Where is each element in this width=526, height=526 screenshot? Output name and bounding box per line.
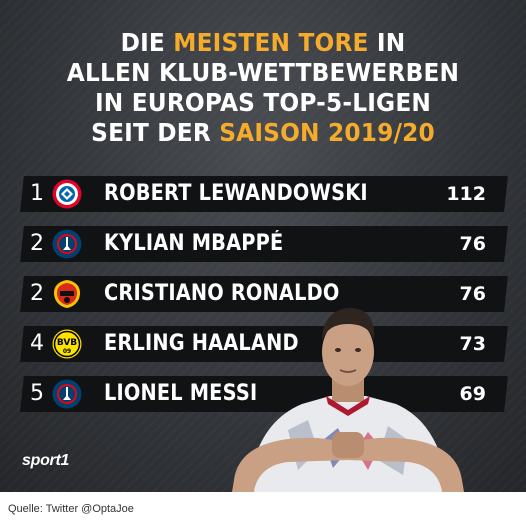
bayern-munich-crest-icon [52,179,82,209]
goal-count: 112 [446,183,486,205]
goal-count: 76 [459,233,486,255]
infographic-card: DIE MEISTEN TORE IN ALLEN KLUB-WETTBEWER… [0,0,526,492]
bvb-dortmund-crest-icon: BVB 09 [52,329,82,359]
ranking-row: 1 ROBERT LEWANDOWSKI 112 [20,176,508,212]
headline: DIE MEISTEN TORE IN ALLEN KLUB-WETTBEWER… [18,28,507,148]
headline-highlight: MEISTEN TORE [173,28,369,57]
player-name: KYLIAN MBAPPÉ [104,231,284,256]
player-photo [232,308,464,492]
source-credit: Quelle: Twitter @OptaJoe [8,503,134,515]
headline-highlight: SAISON 2019/20 [219,118,435,147]
headline-line-4: SEIT DER SAISON 2019/20 [18,118,507,148]
headline-line-3: IN EUROPAS TOP-5-LIGEN [94,88,432,117]
svg-text:BVB: BVB [57,338,77,348]
rank-number: 2 [30,281,44,306]
headline-text: SEIT DER [91,118,220,147]
ranking-row: 4 BVB 09 ERLING HAALAND 73 [20,326,508,362]
psg-crest-icon [52,229,82,259]
headline-text: IN [368,28,406,57]
headline-line-2: ALLEN KLUB-WETTBEWERBEN [66,58,460,87]
rank-number: 1 [30,181,44,206]
svg-text:09: 09 [63,348,71,355]
manchester-united-crest-icon [54,280,80,308]
sport1-logo: sport1 [22,452,70,469]
ranking-row: 2 KYLIAN MBAPPÉ 76 [20,226,508,262]
ranking-row: 2 CRISTIANO RONALDO 76 [20,276,508,312]
psg-crest-icon [52,379,82,409]
player-name: ROBERT LEWANDOWSKI [104,181,368,206]
rank-number: 5 [30,381,44,406]
headline-text: DIE [120,28,174,57]
rank-number: 4 [30,331,44,356]
ranking-row: 5 LIONEL MESSI 69 [20,376,508,412]
headline-line-1: DIE MEISTEN TORE IN [18,28,507,58]
rank-number: 2 [30,231,44,256]
